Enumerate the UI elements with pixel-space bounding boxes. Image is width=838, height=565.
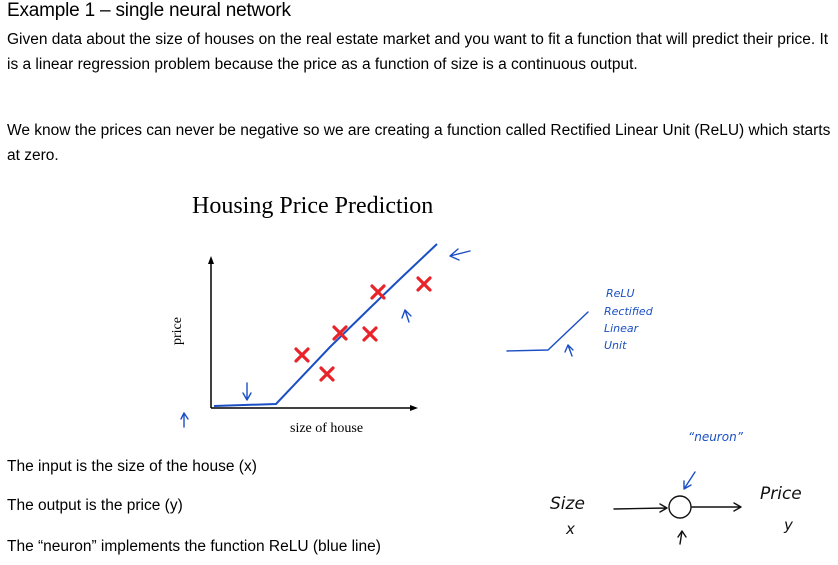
relu-note-3: Linear <box>604 322 639 335</box>
output-arrow <box>691 502 742 512</box>
axes <box>210 262 412 409</box>
data-point <box>362 326 378 342</box>
input-arrow <box>613 503 668 513</box>
data-point <box>332 325 348 341</box>
paragraph-relu: We know the prices can never be negative… <box>7 122 831 164</box>
x-axis-arrowhead <box>410 405 418 411</box>
bullet-input: The input is the size of the house (x) <box>7 458 257 475</box>
data-point <box>319 366 335 382</box>
x-axis-label: size of house <box>290 421 364 436</box>
arrow-under-line <box>401 309 412 323</box>
neuron-output-var: y <box>784 516 793 534</box>
bullet-output: The output is the price (y) <box>7 497 183 514</box>
neuron-label-arrow <box>683 471 696 490</box>
data-points <box>294 276 432 382</box>
neuron-input-label: Size <box>550 494 585 514</box>
data-point <box>370 284 386 300</box>
data-point <box>294 347 310 363</box>
neuron-input-var: x <box>566 520 575 538</box>
neuron-output-label: Price <box>760 484 802 504</box>
relu-note-2: Rectified <box>604 305 653 318</box>
bullet-neuron: The “neuron” implements the function ReL… <box>7 538 381 555</box>
section-heading: Example 1 – single neural network <box>7 0 291 21</box>
relu-sketch <box>506 311 589 352</box>
y-axis-arrowhead <box>208 256 214 264</box>
relu-sketch-arrow <box>564 344 574 357</box>
relu-note-1: ReLU <box>606 287 635 300</box>
relu-note-4: Unit <box>604 339 627 352</box>
arrow-origin <box>180 412 189 428</box>
arrow-flat-segment <box>242 382 252 401</box>
arrow-top-right <box>449 248 471 261</box>
figure-title: Housing Price Prediction <box>192 193 434 219</box>
neuron-circle <box>668 495 692 519</box>
paragraph-intro: Given data about the size of houses on t… <box>7 31 829 73</box>
relu-fit-line <box>213 243 438 407</box>
neuron-pointer-arrow <box>677 530 687 545</box>
neuron-label: “neuron” <box>688 430 743 444</box>
data-point <box>416 276 432 292</box>
